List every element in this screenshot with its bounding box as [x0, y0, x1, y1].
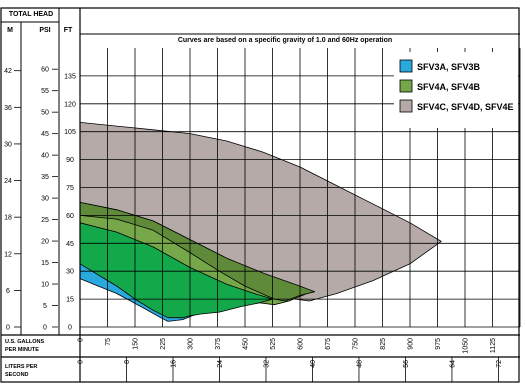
psi-tick-label: 25 [41, 217, 49, 224]
lps-tick-label: 24 [217, 360, 224, 368]
psi-tick-label: 35 [41, 174, 49, 181]
psi-tick-label: 10 [41, 282, 49, 289]
m-tick-label: 36 [4, 105, 12, 112]
gpm-tick-label: 375 [215, 338, 222, 350]
psi-tick-label: 40 [41, 153, 49, 160]
lps-tick-label: 48 [356, 360, 363, 368]
m-tick-label: 6 [6, 288, 10, 295]
gpm-tick-label: 1125 [490, 338, 497, 353]
chart-frame [0, 7, 520, 383]
lps-tick-label: 56 [403, 360, 410, 368]
gpm-tick-label: 600 [298, 338, 305, 350]
psi-tick-label: 60 [41, 67, 49, 74]
ft-tick-label: 15 [66, 297, 74, 304]
ft-column-header: FT [64, 27, 73, 34]
ft-tick-label: 0 [68, 325, 72, 332]
m-tick-label: 18 [4, 215, 12, 222]
tick-labels: 0153045607590105120135051015202530354045… [4, 67, 503, 382]
total-head-header: TOTAL HEAD [9, 11, 53, 18]
psi-tick-label: 0 [43, 325, 47, 332]
x2-axis-label-line1: LITERS PER [5, 364, 37, 370]
lps-tick-label: 8 [124, 360, 131, 364]
gpm-tick-label: 900 [408, 338, 415, 350]
chart-title: Curves are based on a specific gravity o… [178, 37, 392, 44]
gpm-tick-label: 225 [160, 338, 167, 350]
legend-label: SFV3A, SFV3B [417, 62, 481, 72]
legend-label: SFV4A, SFV4B [417, 82, 481, 92]
series-area-4 [79, 201, 316, 302]
lps-tick-label: 64 [449, 360, 456, 368]
ft-tick-label: 30 [66, 269, 74, 276]
legend-label: SFV4C, SFV4D, SFV4E [417, 102, 514, 112]
gpm-tick-label: 675 [325, 338, 332, 350]
legend-box [394, 52, 518, 128]
psi-tick-label: 15 [41, 260, 49, 267]
gpm-tick-label: 975 [435, 338, 442, 350]
psi-tick-label: 55 [41, 88, 49, 95]
gpm-tick-label: 0 [78, 338, 85, 342]
x2-axis-label-line2: SECOND [5, 372, 29, 378]
m-tick-label: 0 [6, 325, 10, 332]
ft-tick-label: 60 [66, 213, 74, 220]
ft-tick-label: 75 [66, 185, 74, 192]
gpm-tick-label: 75 [105, 338, 112, 346]
gpm-tick-label: 525 [270, 338, 277, 350]
legend-swatch [399, 79, 413, 93]
lps-tick-label: 16 [170, 360, 177, 368]
legend-swatch [399, 59, 413, 73]
m-tick-label: 24 [4, 178, 12, 185]
m-tick-label: 42 [4, 68, 12, 75]
psi-tick-label: 5 [43, 303, 47, 310]
lps-tick-label: 0 [78, 360, 85, 364]
legend: SFV3A, SFV3B SFV4A, SFV4B SFV4C, SFV4D, SF… [394, 52, 518, 128]
m-tick-label: 12 [4, 251, 12, 258]
gpm-tick-label: 150 [133, 338, 140, 350]
x-axis-label-line2: PER MINUTE [5, 347, 39, 353]
x-axis-label-line1: U.S. GALLONS [5, 339, 44, 345]
psi-column-header: PSI [39, 27, 50, 34]
lps-tick-label: 72 [496, 360, 503, 368]
ft-tick-label: 105 [64, 129, 76, 136]
gpm-tick-label: 300 [188, 338, 195, 350]
psi-tick-label: 50 [41, 110, 49, 117]
ft-tick-label: 90 [66, 157, 74, 164]
gpm-tick-label: 1050 [463, 338, 470, 354]
gpm-tick-label: 825 [380, 338, 387, 350]
ft-tick-label: 45 [66, 241, 74, 248]
gpm-tick-label: 750 [353, 338, 360, 350]
psi-tick-label: 20 [41, 239, 49, 246]
legend-swatch [399, 99, 413, 113]
area-series-group [79, 122, 442, 322]
m-column-header: M [7, 27, 13, 34]
psi-tick-label: 30 [41, 196, 49, 203]
psi-tick-label: 45 [41, 131, 49, 138]
ft-tick-label: 135 [64, 73, 76, 80]
gpm-tick-label: 450 [243, 338, 250, 350]
lps-tick-label: 32 [263, 360, 270, 368]
ft-tick-label: 120 [64, 101, 76, 108]
lps-tick-label: 40 [310, 360, 317, 368]
m-tick-label: 30 [4, 141, 12, 148]
outer-border [0, 7, 520, 383]
